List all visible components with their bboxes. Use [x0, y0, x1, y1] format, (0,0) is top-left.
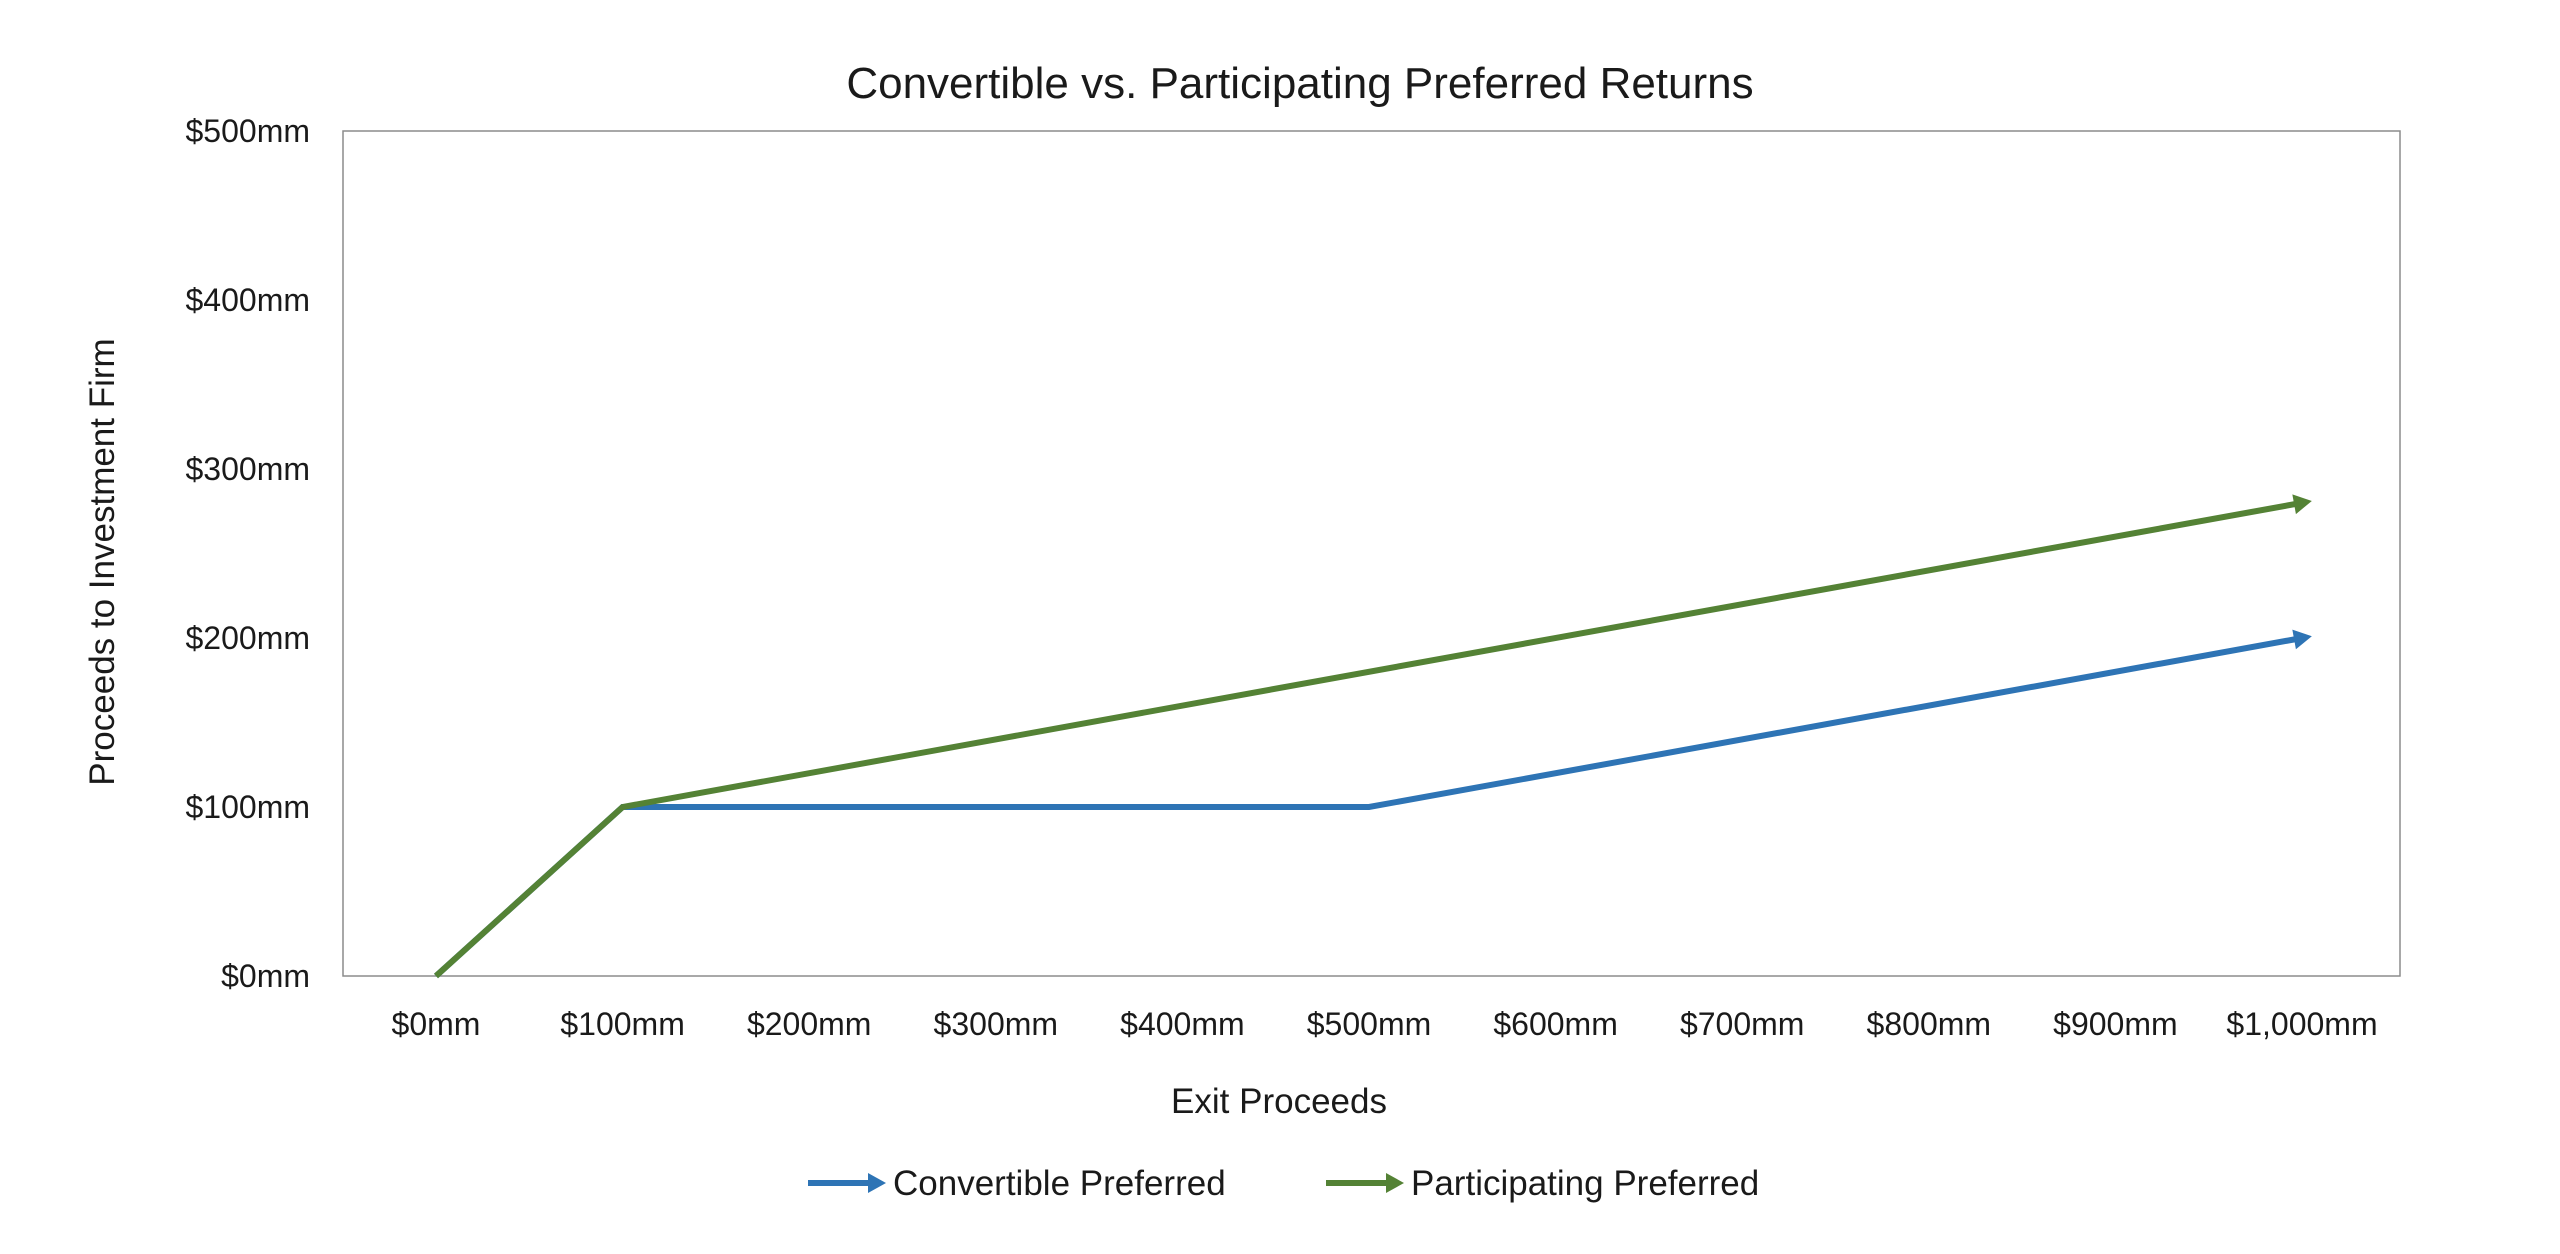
- x-tick-label: $0mm: [392, 1006, 481, 1042]
- y-axis-tick-labels: $0mm $100mm $200mm $300mm $400mm $500mm: [186, 113, 311, 994]
- series-arrowhead: [2292, 494, 2312, 515]
- legend-label: Participating Preferred: [1411, 1164, 1759, 1203]
- y-tick-label: $500mm: [186, 113, 311, 149]
- x-axis-tick-labels: $0mm $100mm $200mm $300mm $400mm $500mm $600mm…: [392, 1006, 2378, 1042]
- y-tick-label: $400mm: [186, 282, 311, 318]
- x-tick-label: $100mm: [560, 1006, 685, 1042]
- series-line-2: [433, 499, 2303, 979]
- x-tick-label: $700mm: [1680, 1006, 1805, 1042]
- x-tick-label: $300mm: [934, 1006, 1059, 1042]
- series-arrowhead: [2292, 629, 2312, 650]
- y-tick-label: $100mm: [186, 789, 311, 825]
- x-tick-label: $600mm: [1493, 1006, 1618, 1042]
- chart-title: Convertible vs. Participating Preferred …: [846, 59, 1753, 108]
- x-tick-label: $500mm: [1307, 1006, 1432, 1042]
- x-tick-label: $200mm: [747, 1006, 872, 1042]
- x-tick-label: $900mm: [2053, 1006, 2178, 1042]
- legend-label: Convertible Preferred: [893, 1164, 1226, 1203]
- plot-area-border: [342, 130, 2401, 977]
- x-axis-title: Exit Proceeds: [1171, 1082, 1387, 1121]
- x-tick-label: $800mm: [1867, 1006, 1992, 1042]
- y-axis-title: Proceeds to Investment Firm: [83, 338, 122, 785]
- legend-swatch-arrow-icon: [868, 1173, 886, 1193]
- y-tick-label: $200mm: [186, 620, 311, 656]
- legend: Convertible Preferred Participating Prefe…: [808, 1164, 1759, 1203]
- series-lines: [433, 494, 2312, 979]
- y-tick-label: $0mm: [221, 958, 310, 994]
- x-tick-label: $1,000mm: [2226, 1006, 2377, 1042]
- x-tick-label: $400mm: [1120, 1006, 1245, 1042]
- y-tick-label: $300mm: [186, 451, 311, 487]
- legend-swatch-arrow-icon: [1386, 1173, 1404, 1193]
